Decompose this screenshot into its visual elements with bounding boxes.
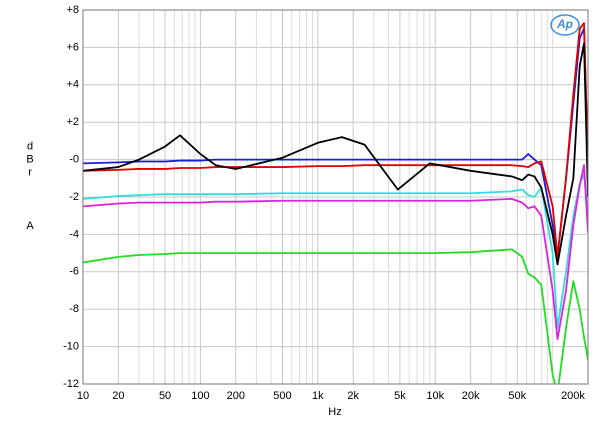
series-line [83, 173, 588, 329]
x-tick-label: 1k [312, 390, 324, 402]
series-lines [83, 22, 588, 384]
y-tick-label: -2 [69, 191, 79, 203]
plot-frame [82, 9, 589, 385]
x-tick-label: 50 [159, 390, 171, 402]
y-tick-label: +8 [66, 4, 79, 16]
x-tick-label: 10 [77, 390, 89, 402]
y-tick-label: +2 [66, 116, 79, 128]
x-tick-label: 5k [394, 390, 406, 402]
y-axis-label: dBr [24, 141, 36, 180]
y-tick-label: +6 [66, 41, 79, 53]
x-tick-label: 2k [347, 390, 359, 402]
y-tick-label: -0 [69, 154, 79, 166]
x-tick-label: 500 [273, 390, 291, 402]
series-line [83, 22, 588, 258]
y-tick-label: -12 [63, 378, 79, 390]
x-tick-label: 200 [227, 390, 245, 402]
x-tick-label: 10k [426, 390, 444, 402]
y-axis-weighting: A [26, 220, 34, 232]
x-tick-label: 200k [561, 390, 585, 402]
y-tick-label: -8 [69, 303, 79, 315]
logo: Ap [556, 17, 573, 31]
series-line [83, 42, 588, 266]
series-line [83, 248, 588, 384]
y-tick-label: -6 [69, 266, 79, 278]
x-tick-label: 20k [462, 390, 480, 402]
x-tick-label: 50k [508, 390, 526, 402]
y-tick-label: -10 [63, 341, 79, 353]
y-tick-label: -4 [69, 228, 79, 240]
y-tick-label: +4 [66, 79, 79, 91]
x-axis-label: Hz [328, 406, 341, 418]
x-tick-label: 20 [112, 390, 124, 402]
logo-ring [550, 14, 580, 36]
series-line [83, 164, 588, 341]
x-tick-label: 100 [191, 390, 209, 402]
